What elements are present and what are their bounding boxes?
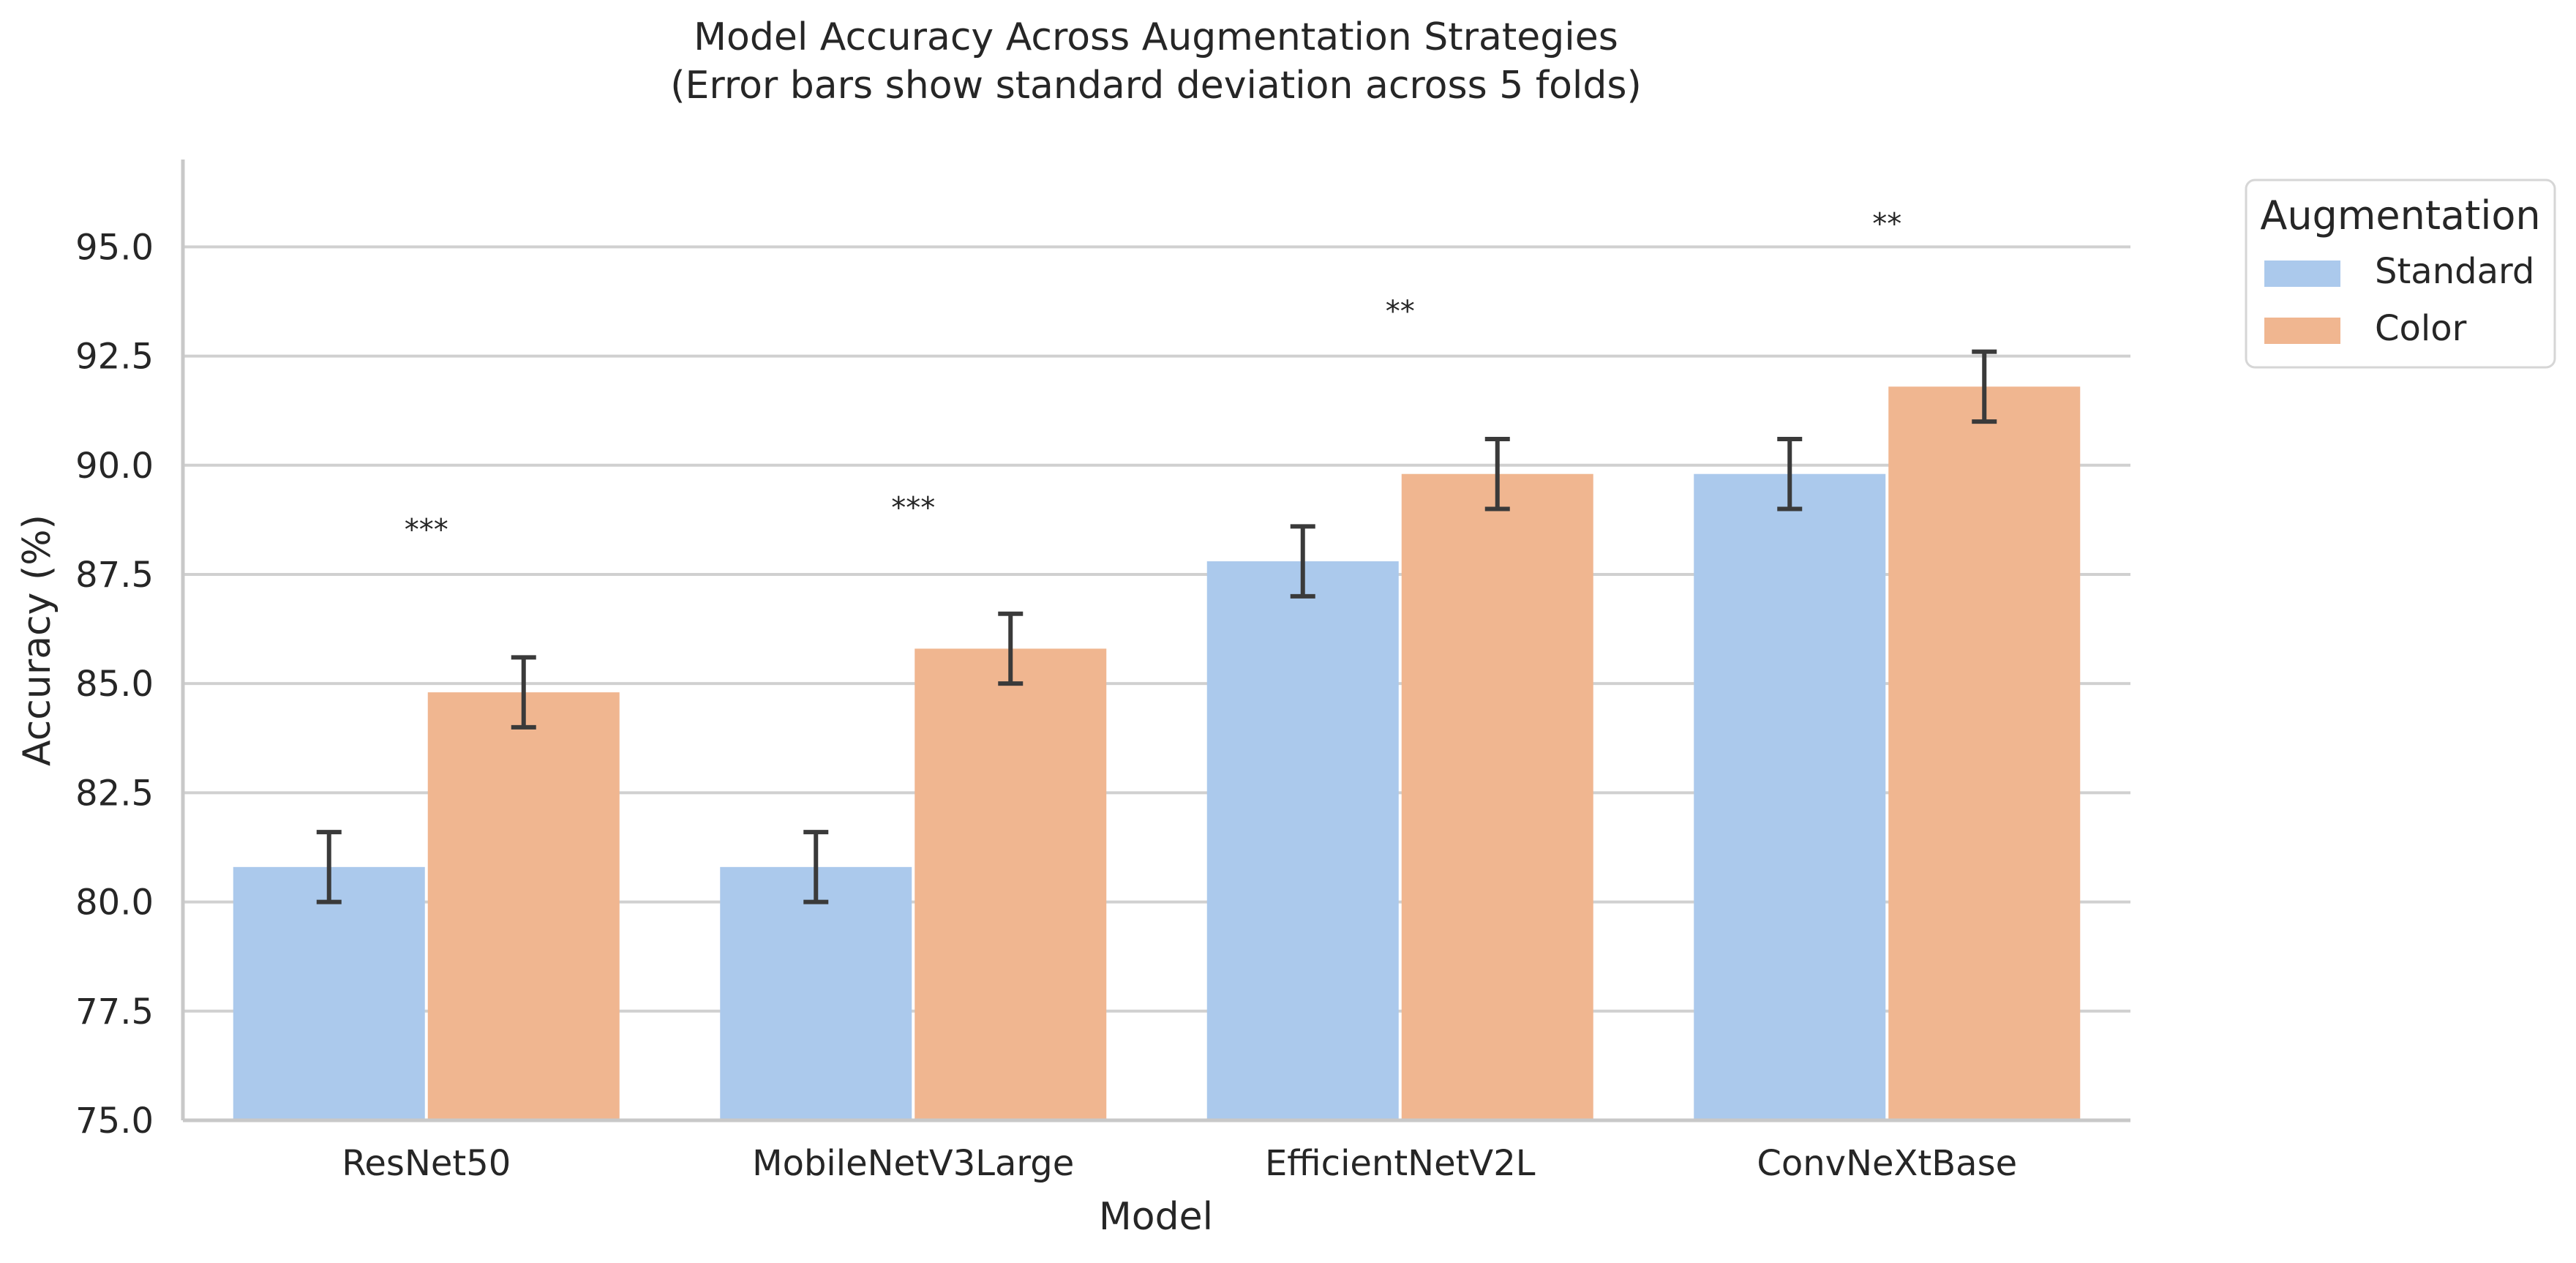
- y-tick-label: 80.0: [75, 882, 154, 923]
- bar-standard: [1206, 561, 1399, 1120]
- legend-label-standard: Standard: [2375, 251, 2534, 292]
- bars: [233, 386, 2081, 1120]
- legend-label-color: Color: [2375, 308, 2467, 349]
- significance-marker: ***: [405, 513, 448, 547]
- bar-standard: [720, 866, 912, 1120]
- significance-marker: **: [1872, 208, 1901, 241]
- x-tick-label: EfficientNetV2L: [1265, 1143, 1536, 1184]
- chart-title: Model Accuracy Across Augmentation Strat…: [694, 15, 1618, 59]
- x-tick-labels: ResNet50 MobileNetV3Large EfficientNetV2L C…: [342, 1143, 2017, 1184]
- legend-swatch-standard: [2264, 261, 2340, 287]
- x-tick-label: ResNet50: [342, 1143, 511, 1184]
- x-tick-label: MobileNetV3Large: [752, 1143, 1074, 1184]
- y-tick-label: 90.0: [75, 446, 154, 487]
- significance-marker: **: [1386, 295, 1415, 329]
- error-bar: [1777, 436, 1803, 511]
- bar-color: [427, 692, 620, 1120]
- y-tick-label: 85.0: [75, 664, 154, 705]
- error-bar: [316, 830, 342, 904]
- y-tick-label: 92.5: [75, 337, 154, 378]
- significance-markers: **********: [405, 208, 1902, 547]
- error-bar: [1290, 524, 1315, 599]
- axes: [181, 160, 2130, 1123]
- bar-standard: [233, 866, 425, 1120]
- y-tick-label: 75.0: [75, 1101, 154, 1142]
- significance-marker: ***: [891, 491, 935, 525]
- x-axis-label: Model: [1099, 1195, 1213, 1239]
- bar-color: [1888, 386, 2081, 1120]
- error-bar: [998, 611, 1024, 686]
- y-tick-labels: 75.0 77.5 80.0 82.5 85.0 87.5 90.0 92.5 95.0: [75, 227, 154, 1142]
- x-tick-label: ConvNeXtBase: [1757, 1143, 2017, 1184]
- y-tick-label: 82.5: [75, 773, 154, 814]
- error-bar: [1484, 436, 1510, 511]
- legend-title: Augmentation: [2260, 192, 2540, 239]
- error-bar: [511, 655, 536, 730]
- bar-standard: [1694, 473, 1886, 1120]
- y-tick-label: 87.5: [75, 555, 154, 596]
- error-bar: [1972, 349, 1997, 424]
- chart-subtitle: (Error bars show standard deviation acro…: [670, 64, 1642, 108]
- error-bar: [803, 830, 829, 904]
- legend: Augmentation Standard Color: [2245, 179, 2556, 369]
- bar-color: [1401, 473, 1593, 1120]
- y-axis-label: Accuracy (%): [15, 514, 59, 766]
- error-bars: [316, 349, 1997, 904]
- legend-swatch-color: [2264, 318, 2340, 344]
- y-tick-label: 77.5: [75, 992, 154, 1032]
- bar-color: [915, 648, 1107, 1120]
- y-tick-label: 95.0: [75, 227, 154, 268]
